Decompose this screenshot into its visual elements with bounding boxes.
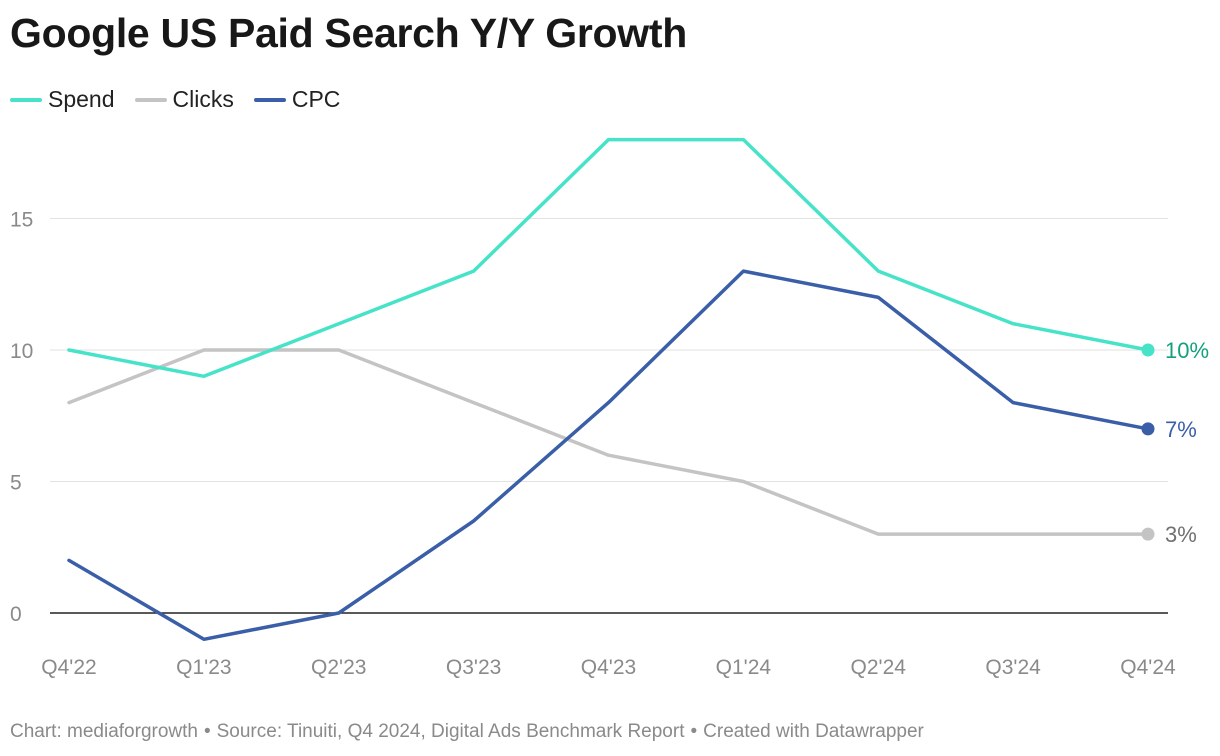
y-tick-label: 0 (10, 603, 22, 626)
legend-label-cpc: CPC (291, 86, 341, 112)
end-labels: 3% 10% 7% (1165, 338, 1209, 547)
legend-swatch-cpc (253, 97, 286, 102)
legend-swatch-spend (10, 97, 42, 102)
end-label-clicks: 3% (1165, 522, 1197, 547)
legend-item-clicks: Clicks (134, 86, 234, 113)
x-tick-label: Q3'23 (446, 656, 501, 679)
chart-legend: Spend Clicks CPC (10, 86, 360, 113)
y-tick-label: 15 (10, 209, 33, 232)
y-tick-label: 5 (10, 472, 22, 495)
legend-label-clicks: Clicks (172, 86, 234, 112)
x-tick-label: Q1'24 (716, 656, 772, 679)
chart-footer: Chart: mediaforgrowth • Source: Tinuiti, Q… (10, 721, 924, 743)
series-line-cpc (67, 269, 1150, 642)
y-tick-label: 10 (10, 340, 33, 363)
x-tick-label: Q1'23 (176, 656, 231, 679)
end-label-cpc: 7% (1165, 417, 1197, 442)
footer-separator: • (203, 721, 211, 742)
series-layer (67, 137, 1155, 642)
x-tick-label: Q4'22 (41, 656, 96, 679)
footer-created-with: Created with Datawrapper (703, 721, 924, 742)
x-tick-label: Q4'24 (1120, 656, 1176, 679)
end-point-clicks (1141, 527, 1155, 541)
legend-item-cpc: CPC (253, 86, 341, 113)
grid-layer (50, 218, 1168, 614)
end-point-cpc (1141, 422, 1155, 436)
x-tick-label: Q2'24 (851, 656, 907, 679)
x-tick-label: Q2'23 (311, 656, 366, 679)
x-tick-label: Q3'24 (985, 656, 1041, 679)
footer-source: Source: Tinuiti, Q4 2024, Digital Ads Be… (216, 721, 685, 742)
legend-swatch-clicks (134, 97, 167, 102)
end-point-spend (1141, 343, 1155, 357)
y-axis-ticks: 0 5 10 15 (10, 209, 33, 627)
legend-item-spend: Spend (10, 86, 115, 113)
footer-separator: • (690, 721, 698, 742)
chart-title: Google US Paid Search Y/Y Growth (10, 10, 687, 56)
x-tick-label: Q4'23 (581, 656, 636, 679)
series-line-spend (67, 137, 1150, 379)
footer-credit: Chart: mediaforgrowth (10, 721, 198, 742)
end-label-spend: 10% (1165, 338, 1209, 363)
legend-label-spend: Spend (48, 86, 115, 112)
x-axis-ticks: Q4'22 Q1'23 Q2'23 Q3'23 Q4'23 Q1'24 Q2'24 Q3'24… (41, 656, 1176, 679)
series-line-clicks (67, 348, 1150, 536)
